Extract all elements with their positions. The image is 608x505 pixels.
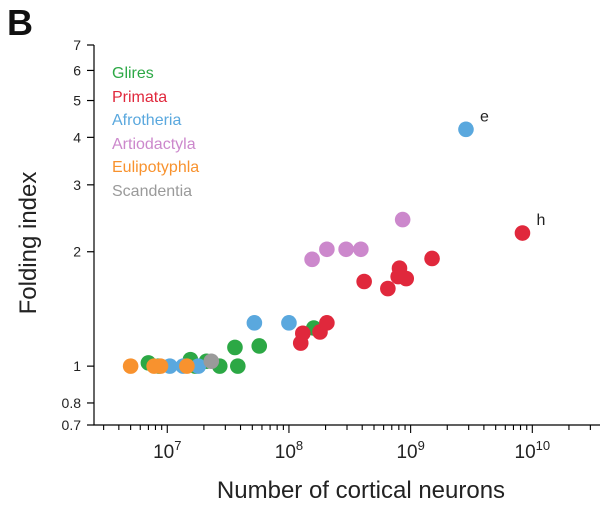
data-point-afrotheria	[458, 121, 474, 138]
data-point-artiodactyla	[394, 211, 411, 228]
data-point-artiodactyla	[304, 251, 320, 268]
y-tick-label: 0.8	[62, 395, 82, 411]
y-tick-label: 3	[73, 177, 81, 193]
data-point-afrotheria	[281, 315, 297, 331]
data-point-afrotheria	[246, 315, 263, 331]
data-point-scandentia	[203, 353, 220, 370]
legend-item-afrotheria: Afrotheria	[112, 112, 182, 129]
y-tick-label: 1	[73, 358, 81, 374]
y-tick-label: 6	[73, 62, 81, 78]
data-point-primata	[398, 270, 415, 287]
data-point-eulipotyphla	[179, 358, 195, 374]
data-point-glires	[230, 358, 246, 374]
x-tick-label: 107	[153, 438, 181, 463]
data-point-primata	[319, 315, 335, 331]
point-annotation: h	[536, 212, 545, 229]
legend-item-primata: Primata	[112, 88, 168, 106]
data-point-glires	[227, 339, 243, 356]
data-point-glires	[251, 338, 268, 354]
data-point-primata	[295, 325, 311, 342]
data-point-artiodactyla	[353, 241, 369, 258]
point-annotation: e	[480, 108, 489, 125]
x-axis-label: Number of cortical neurons	[217, 477, 505, 504]
y-axis-label: Folding index	[15, 172, 42, 315]
legend-item-artiodactyla: Artiodactyla	[112, 135, 196, 153]
y-tick-label: 7	[73, 37, 81, 53]
legend-item-eulipotyphla: Eulipotyphla	[112, 159, 200, 176]
y-tick-label: 0.7	[62, 417, 82, 433]
data-point-artiodactyla	[319, 241, 335, 258]
data-point-artiodactyla	[338, 241, 354, 258]
legend-item-scandentia: Scandentia	[112, 182, 193, 200]
legend: Glires Primata Afrotheria Artiodactyla E…	[112, 62, 199, 203]
data-point-primata	[514, 225, 531, 241]
data-point-primata	[424, 250, 440, 267]
data-point-afrotheria	[190, 358, 207, 374]
y-tick-label: 4	[73, 129, 81, 145]
data-point-eulipotyphla	[122, 358, 139, 374]
y-tick-label: 5	[73, 93, 81, 109]
x-tick-label: 108	[275, 438, 303, 463]
x-tick-label: 1010	[515, 438, 551, 463]
panel-label: B	[7, 2, 33, 43]
data-point-eulipotyphla	[152, 358, 169, 374]
legend-item-glires: Glires	[112, 65, 154, 82]
data-point-primata	[356, 273, 372, 290]
y-tick-label: 2	[73, 244, 81, 260]
x-tick-label: 109	[396, 438, 424, 463]
data-point-primata	[380, 280, 396, 297]
